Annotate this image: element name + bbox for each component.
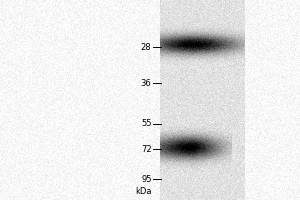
Text: 36: 36 — [141, 78, 152, 88]
Text: 72: 72 — [141, 144, 152, 154]
Text: kDa: kDa — [135, 186, 152, 196]
Text: 28: 28 — [141, 43, 152, 51]
Text: 95: 95 — [141, 174, 152, 184]
Text: 55: 55 — [141, 119, 152, 129]
